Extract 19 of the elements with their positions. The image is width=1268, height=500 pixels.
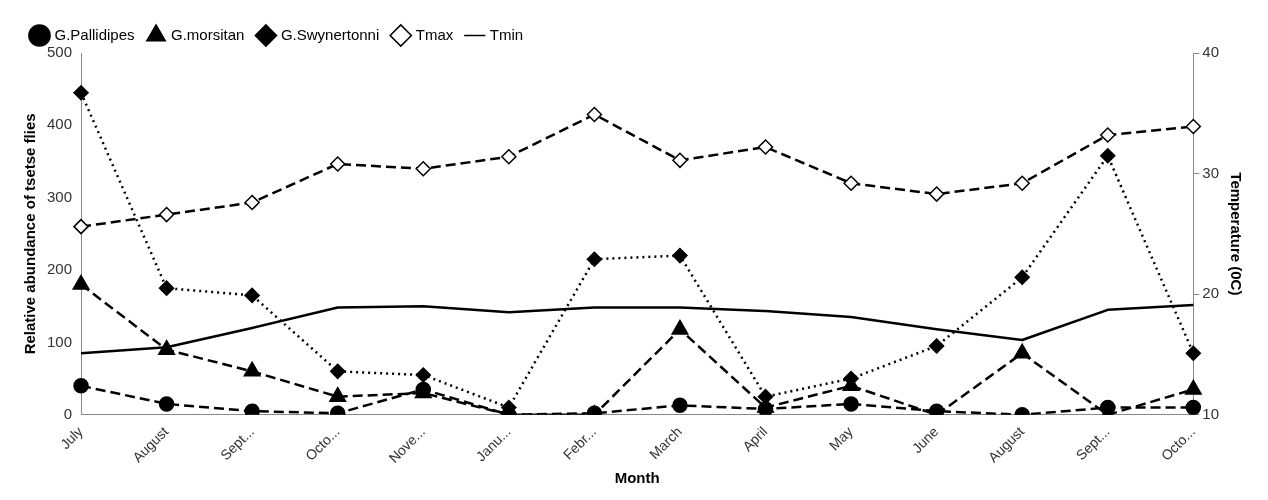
legend-label: G.morsitan — [171, 25, 245, 43]
y-tick-label: 300 — [47, 187, 73, 205]
y-tick-label: 100 — [47, 332, 73, 350]
y2-tick-label: 10 — [1202, 404, 1219, 422]
y2-tick-label: 40 — [1202, 43, 1219, 61]
y2-tick-label: 20 — [1202, 284, 1219, 302]
legend-label: Tmin — [489, 25, 524, 43]
x-axis-title: Month — [614, 469, 660, 487]
y-tick-label: 400 — [47, 115, 73, 133]
legend-label: G.Pallidipes — [54, 25, 135, 43]
y-tick-label: 500 — [47, 43, 73, 61]
x-tick-label: July — [56, 423, 86, 453]
legend-label: Tmax — [415, 25, 454, 43]
y-tick-label: 200 — [47, 260, 73, 278]
y-tick-label: 0 — [63, 404, 73, 422]
legend-label: G.Swynertonni — [280, 25, 380, 43]
y2-axis-title: Temperature (0C) — [1227, 172, 1245, 296]
y-axis-title: Relative abundance of tsetse flies — [21, 113, 39, 355]
y2-tick-label: 30 — [1202, 163, 1219, 181]
